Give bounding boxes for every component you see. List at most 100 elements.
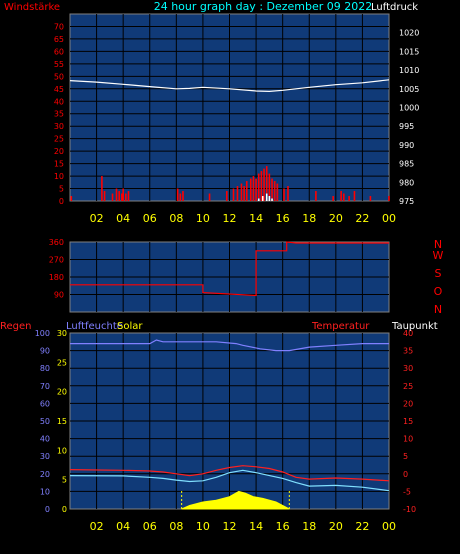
x-tick-label: 02 — [90, 212, 104, 225]
wind-bar — [283, 188, 285, 201]
x-tick-label: 02 — [90, 520, 104, 533]
pressure-tick-label: 990 — [399, 141, 414, 150]
gust-bar — [271, 198, 273, 201]
pressure-tick-label: 1010 — [399, 66, 419, 75]
compass-label: O — [434, 285, 443, 298]
humidity-tick-label: 15 — [57, 417, 67, 426]
humidity-axis-label: Luftfeuchte — [66, 321, 123, 332]
wind-bar — [315, 191, 317, 201]
gust-bar — [268, 196, 271, 201]
rain-tick-label: 10 — [40, 487, 50, 496]
compass-label: N — [434, 303, 442, 316]
wind-tick-label: 65 — [54, 35, 64, 44]
wind-bar — [353, 191, 356, 201]
wind-tick-label: 10 — [54, 172, 64, 181]
wind-bar — [260, 171, 263, 201]
x-tick-label: 10 — [196, 212, 210, 225]
direction-tick-label: 270 — [49, 256, 64, 265]
x-tick-label: 08 — [169, 520, 183, 533]
wind-bar — [121, 193, 123, 201]
wind-bar — [122, 188, 124, 201]
wind-tick-label: 35 — [54, 110, 64, 119]
pressure-tick-label: 975 — [399, 197, 414, 206]
rain-tick-label: 0 — [45, 505, 50, 514]
temperature-tick-label: 10 — [403, 435, 413, 444]
rain-tick-label: 70 — [40, 382, 50, 391]
wind-bar — [182, 191, 184, 201]
pressure-axis-label: Luftdruck — [371, 2, 418, 13]
wind-tick-label: 40 — [54, 97, 64, 106]
wind-tick-label: 15 — [54, 160, 64, 169]
gust-bar — [265, 193, 268, 201]
x-tick-label: 20 — [329, 212, 343, 225]
dewpoint-axis-label: Taupunkt — [391, 321, 438, 332]
wind-bar — [332, 196, 334, 201]
rain-tick-label: 60 — [40, 399, 50, 408]
wind-bar — [249, 178, 252, 201]
wind-bar — [348, 196, 350, 201]
wind-bar — [127, 191, 130, 201]
wind-bar — [268, 173, 271, 201]
wind-bar — [252, 176, 255, 201]
wind-tick-label: 45 — [54, 85, 64, 94]
wind-bar — [240, 183, 243, 201]
x-tick-label: 16 — [276, 212, 290, 225]
wind-bar — [111, 193, 114, 201]
wind-axis-label: Windstärke — [4, 2, 60, 13]
wind-bar — [232, 188, 235, 201]
x-tick-label: 12 — [223, 520, 237, 533]
wind-bar — [115, 188, 118, 201]
wind-bar — [245, 181, 248, 201]
wind-bar — [271, 178, 273, 201]
x-tick-label: 00 — [382, 212, 396, 225]
rain-tick-label: 90 — [40, 347, 50, 356]
wind-bar — [276, 183, 279, 201]
wind-bar — [125, 193, 127, 201]
pressure-tick-label: 1020 — [399, 29, 419, 38]
direction-tick-label: 180 — [49, 273, 64, 282]
humidity-tick-label: 5 — [62, 476, 67, 485]
wind-bar — [70, 196, 73, 201]
temperature-tick-label: 25 — [403, 382, 413, 391]
x-tick-label: 22 — [355, 520, 369, 533]
direction-tick-label: 360 — [49, 238, 64, 247]
temperature-tick-label: 40 — [403, 329, 413, 338]
humidity-tick-label: 10 — [57, 446, 67, 455]
wind-bar — [287, 186, 289, 201]
gust-bar — [261, 196, 264, 201]
wind-tick-label: 30 — [54, 122, 64, 131]
wind-tick-label: 60 — [54, 47, 64, 56]
chart-title: 24 hour graph day : Dezember 09 2022 — [154, 0, 373, 13]
solar-axis-label: Solar — [117, 321, 143, 332]
compass-label: N — [434, 238, 442, 251]
wind-bar — [208, 193, 211, 201]
wind-tick-label: 0 — [59, 197, 64, 206]
temperature-tick-label: -10 — [403, 505, 416, 514]
solar-area — [181, 490, 290, 510]
compass-label: S — [435, 267, 442, 280]
wind-bar — [101, 176, 103, 201]
wind-bar — [263, 168, 265, 201]
rain-tick-label: 20 — [40, 470, 50, 479]
pressure-tick-label: 980 — [399, 178, 414, 187]
wind-bar — [226, 191, 228, 201]
wind-bar — [103, 191, 106, 201]
x-tick-label: 16 — [276, 520, 290, 533]
wind-bar — [340, 191, 342, 201]
rain-tick-label: 50 — [40, 417, 50, 426]
temperature-axis-label: Temperatur — [311, 321, 370, 332]
wind-bar — [273, 181, 276, 201]
wind-bar — [265, 166, 268, 201]
wind-tick-label: 20 — [54, 147, 64, 156]
x-tick-label: 04 — [116, 520, 130, 533]
rain-tick-label: 100 — [35, 329, 50, 338]
pressure-tick-label: 995 — [399, 122, 414, 131]
x-tick-label: 14 — [249, 520, 263, 533]
x-tick-label: 00 — [382, 520, 396, 533]
temperature-tick-label: 5 — [403, 452, 408, 461]
x-tick-label: 18 — [302, 520, 316, 533]
pressure-tick-label: 985 — [399, 160, 414, 169]
x-tick-label: 22 — [355, 212, 369, 225]
x-tick-label: 06 — [143, 520, 157, 533]
